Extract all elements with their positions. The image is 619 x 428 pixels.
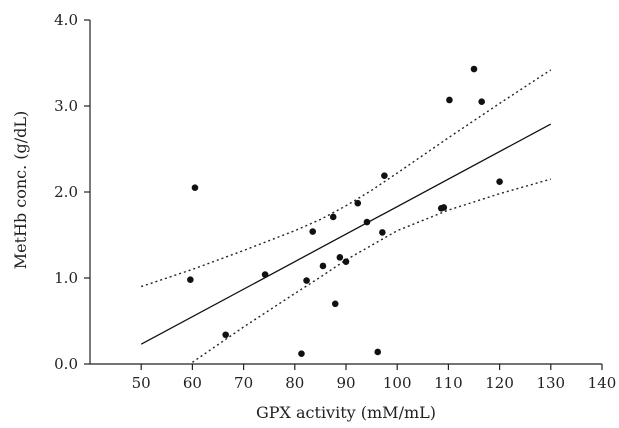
data-point — [303, 277, 310, 284]
data-point — [319, 262, 327, 270]
axes: 0.0 1.0 2.0 3.0 4.0 50 60 70 80 90 100 110 120 130 140 — [54, 11, 616, 392]
x-axis-title: GPX activity (mM/mL) — [256, 403, 436, 422]
confidence-bands — [140, 69, 552, 363]
data-point — [446, 96, 453, 104]
x-tick-label: 110 — [434, 374, 463, 392]
data-point — [331, 300, 339, 308]
data-point — [354, 199, 362, 207]
y-tick-label: 4.0 — [54, 11, 78, 29]
data-point — [298, 350, 305, 357]
data-point — [379, 229, 386, 236]
y-tick-label: 1.0 — [54, 269, 78, 287]
data-point — [261, 271, 269, 278]
data-point — [363, 218, 371, 226]
confidence-upper-line — [140, 69, 552, 288]
regression-layer — [140, 123, 552, 345]
data-point — [191, 184, 199, 191]
data-point — [381, 172, 388, 179]
data-point — [222, 331, 229, 339]
data-point — [470, 65, 478, 73]
y-axis-title: MetHb conc. (g/dL) — [11, 111, 30, 270]
x-tick-label: 70 — [234, 374, 253, 392]
data-point — [478, 98, 485, 105]
x-tick-label: 60 — [183, 374, 202, 392]
confidence-lower-line — [192, 178, 551, 363]
x-tick-label: 90 — [336, 374, 355, 392]
x-tick-label: 100 — [383, 374, 412, 392]
data-point — [374, 348, 382, 356]
x-tick-label: 130 — [536, 374, 565, 392]
data-point — [309, 228, 317, 235]
data-point — [336, 254, 344, 261]
data-point — [187, 276, 194, 284]
y-tick-label: 2.0 — [54, 183, 78, 201]
data-point — [440, 204, 448, 211]
data-point — [496, 178, 503, 185]
y-tick-label: 3.0 — [54, 97, 78, 115]
x-tick-label: 50 — [132, 374, 151, 392]
data-point — [342, 258, 350, 265]
x-tick-label: 120 — [485, 374, 514, 392]
data-points — [187, 65, 503, 357]
y-tick-label: 0.0 — [54, 355, 78, 373]
x-tick-label: 80 — [285, 374, 304, 392]
regression-line — [140, 123, 552, 345]
data-point — [329, 213, 337, 221]
x-tick-label: 140 — [588, 374, 617, 392]
